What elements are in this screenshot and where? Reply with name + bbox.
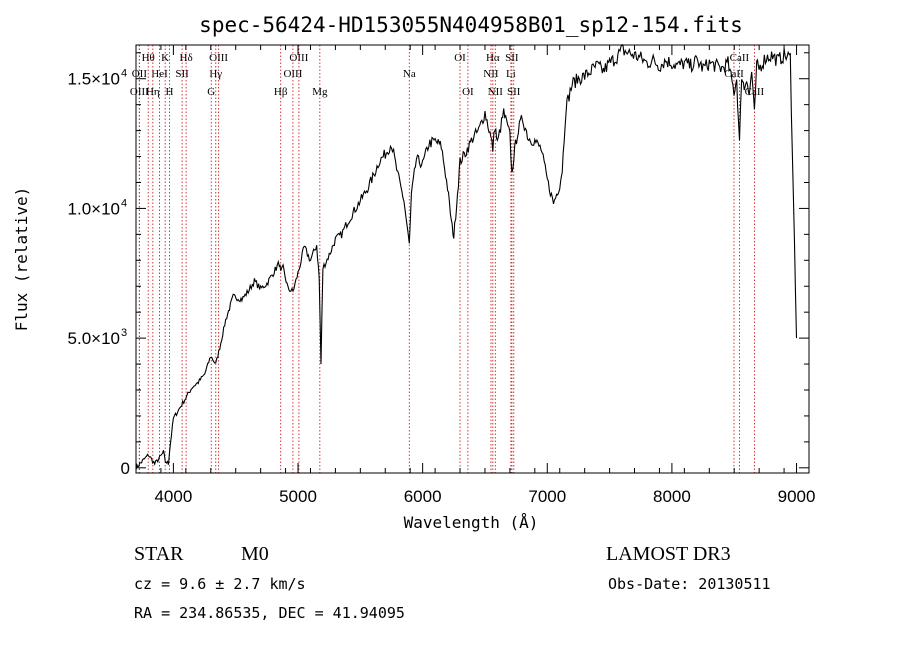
spectral-line-label: OIII	[283, 68, 302, 80]
x-axis-label: Wavelength (Å)	[404, 513, 539, 532]
spectral-line-label: Hη	[146, 86, 160, 98]
y-tick-exponent: 4	[121, 68, 127, 80]
spectral-line-label: Hθ	[142, 52, 155, 64]
spectral-line-label: Hδ	[180, 52, 193, 64]
spectral-line-label: CaII	[730, 52, 750, 64]
spectral-line-label: HeI	[151, 68, 168, 80]
y-axis-label: Flux (relative)	[12, 187, 31, 332]
spectral-line-label: SII	[505, 52, 519, 64]
spectral-line-label: OI	[462, 86, 474, 98]
spectral-line-label: OI	[454, 52, 466, 64]
obs-date-text: Obs-Date: 20130511	[608, 575, 771, 593]
x-tick-label: 6000	[404, 487, 442, 506]
x-tick-label: 5000	[279, 487, 317, 506]
x-tick-label: 9000	[778, 487, 816, 506]
spectral-line-label: Hγ	[209, 68, 222, 80]
spectral-line-label: Hβ	[274, 86, 288, 98]
y-tick-label: 1.5×10	[68, 70, 120, 89]
survey-label: LAMOST DR3	[606, 543, 731, 565]
spectral-line-label: G	[207, 86, 215, 98]
spectrum-line	[135, 43, 798, 471]
spectral-line-label: SII	[507, 86, 521, 98]
object-subclass: M0	[241, 543, 269, 565]
plot-frame	[135, 44, 810, 474]
radec-text: RA = 234.86535, DEC = 41.94095	[134, 604, 405, 622]
y-tick-exponent: 3	[121, 327, 127, 339]
y-tick-exponent: 4	[121, 197, 127, 209]
x-tick-label: 4000	[154, 487, 192, 506]
spectral-line-label: SII	[175, 68, 189, 80]
y-tick-label: 1.0×10	[68, 199, 120, 218]
spectral-line-label: OIII	[209, 52, 228, 64]
spectral-line-label: Hα	[486, 52, 500, 64]
redshift-text: cz = 9.6 ± 2.7 km/s	[134, 575, 306, 593]
spectral-line-label: Mg	[312, 86, 328, 98]
spectral-line-label: CaII	[724, 68, 744, 80]
y-tick-label: 5.0×10	[68, 329, 120, 348]
spectral-line-label: NII	[488, 86, 504, 98]
spectral-line-label: Li	[506, 68, 516, 80]
spectral-line-label: OIII	[130, 86, 149, 98]
chart-title: spec-56424-HD153055N404958B01_sp12-154.f…	[199, 13, 743, 37]
spectral-line-label: H	[166, 86, 174, 98]
spectral-line-label: NII	[483, 68, 499, 80]
x-tick-label: 8000	[653, 487, 691, 506]
y-tick-label: 0	[121, 459, 130, 478]
spectral-line-label: K	[161, 52, 169, 64]
spectral-line-label: OIII	[289, 52, 308, 64]
object-class: STAR	[134, 543, 184, 565]
x-tick-label: 7000	[528, 487, 566, 506]
spectral-line-label: Na	[403, 68, 416, 80]
